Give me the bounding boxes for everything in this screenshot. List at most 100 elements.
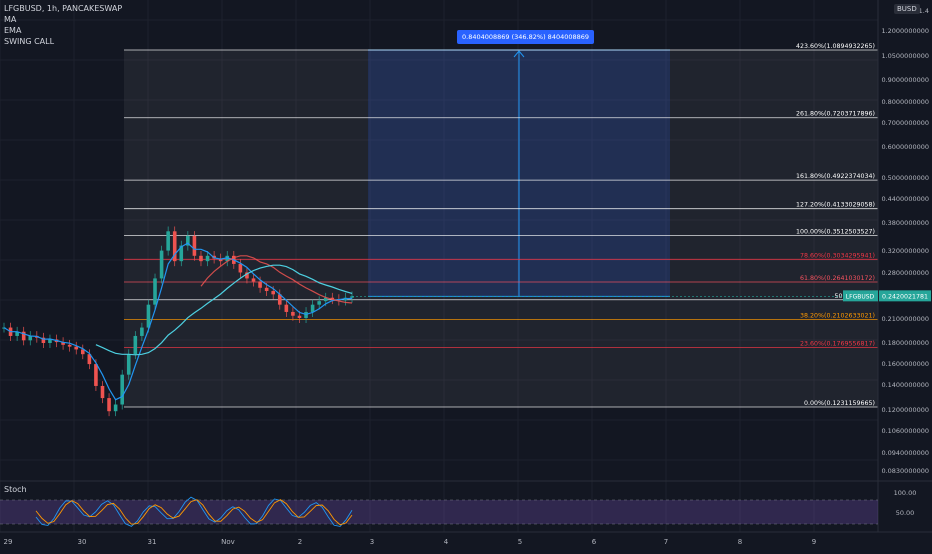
candle-body xyxy=(186,235,190,246)
symbol-badge: LFGBUSD xyxy=(846,293,875,300)
candle-body xyxy=(140,327,144,336)
candle-body xyxy=(297,315,302,319)
fib-level-label: 0.00%(0.1231159665) xyxy=(804,400,875,407)
candle-body xyxy=(245,272,249,279)
candle-body xyxy=(87,354,92,365)
price-axis-tick: 0.2800000000 xyxy=(881,269,929,277)
chart-legend: LFGBUSD, 1h, PANCAKESWAP MA EMA SWING CA… xyxy=(4,3,122,47)
time-axis-tick: 5 xyxy=(518,538,522,546)
candle-body xyxy=(107,398,111,412)
candle-body xyxy=(205,255,210,262)
candle-body xyxy=(80,349,85,355)
time-axis-tick: 7 xyxy=(664,538,668,546)
candle-body xyxy=(310,304,315,312)
fib-level-label: 100.00%(0.3512503527) xyxy=(796,228,875,235)
candle-body xyxy=(238,263,243,273)
candle-body xyxy=(67,344,72,347)
candle-body xyxy=(159,250,164,279)
candle-body xyxy=(172,231,177,262)
price-axis-tick: 0.4400000000 xyxy=(881,195,929,203)
candle-body xyxy=(133,335,138,355)
price-axis-tick: 0.3200000000 xyxy=(881,247,929,255)
candle-body xyxy=(15,331,19,336)
time-axis-tick: Nov xyxy=(221,538,235,546)
measure-tool-label: 0.8404008869 (346.82%) 8404008869 xyxy=(457,30,595,44)
fib-level-label: 23.60%(0.1769556817) xyxy=(800,341,875,348)
candle-body xyxy=(323,297,328,302)
measure-arrow-head xyxy=(513,50,525,58)
candle-body xyxy=(291,311,295,316)
stoch-d-line xyxy=(35,499,353,526)
time-axis-tick: 9 xyxy=(812,538,816,546)
candle-body xyxy=(199,255,203,262)
price-axis-tick: 0.9000000000 xyxy=(881,76,929,84)
current-price-badge-bg xyxy=(879,290,931,302)
price-axis-tick: 1.4 xyxy=(919,7,929,15)
candle-body xyxy=(179,245,184,262)
candle-body xyxy=(218,258,223,262)
candle-body xyxy=(61,342,65,345)
price-axis-tick: 0.1060000000 xyxy=(881,427,929,435)
price-axis-tick: 0.7000000000 xyxy=(881,119,929,127)
candle-body xyxy=(126,354,131,375)
candle-body xyxy=(146,304,151,328)
candle-body xyxy=(113,404,118,412)
candle-body xyxy=(284,304,289,312)
time-axis-tick: 8 xyxy=(738,538,742,546)
stoch-tick: 50.00 xyxy=(896,509,915,517)
current-price-badge: 0.2420021781 xyxy=(882,293,928,300)
price-axis-tick: 0.1800000000 xyxy=(881,339,929,347)
time-axis-tick: 29 xyxy=(4,538,13,546)
candle-body xyxy=(330,297,335,300)
candle-body xyxy=(48,339,52,343)
indicator-ema[interactable]: EMA xyxy=(4,26,22,35)
time-axis-tick: 2 xyxy=(298,538,302,546)
time-axis-tick: 31 xyxy=(148,538,157,546)
candle-body xyxy=(251,278,256,282)
fib-level-label: 38.20%(0.2102633021) xyxy=(800,312,875,319)
ma-line xyxy=(3,242,353,401)
fib-level-label: 261.80%(0.7203717896) xyxy=(796,111,875,118)
stoch-tick: 100.00 xyxy=(894,489,917,497)
currency-badge: BUSD xyxy=(894,4,920,14)
price-axis-tick: 1.0500000000 xyxy=(881,52,929,60)
slow-ma-line xyxy=(95,264,353,356)
price-axis-tick: 0.1400000000 xyxy=(881,381,929,389)
candle-body xyxy=(277,294,282,305)
candle-body xyxy=(264,287,269,292)
price-axis-tick: 0.0830000000 xyxy=(881,467,929,475)
indicator-swing-call[interactable]: SWING CALL xyxy=(4,37,55,46)
candle-body xyxy=(166,231,170,251)
candle-body xyxy=(28,335,33,341)
fib-level-label: 161.80%(0.4922374034) xyxy=(796,173,875,180)
fib-level-label: 127.20%(0.4133029058) xyxy=(796,202,875,209)
stoch-title: Stoch xyxy=(4,485,27,494)
price-axis-tick: 0.8000000000 xyxy=(881,98,929,106)
stoch-k-line xyxy=(35,496,353,527)
price-axis-tick: 0.1200000000 xyxy=(881,406,929,414)
fib-level-label: 423.60%(1.0894932265) xyxy=(796,43,875,50)
fib-level-label: 78.60%(0.3034295941) xyxy=(800,252,875,259)
price-axis-tick: 0.1600000000 xyxy=(881,360,929,368)
time-axis-tick: 4 xyxy=(444,538,449,546)
price-axis-tick: 0.2100000000 xyxy=(881,315,929,323)
candle-body xyxy=(74,346,79,350)
price-axis-tick: 0.0940000000 xyxy=(881,449,929,457)
candle-body xyxy=(41,337,46,343)
time-axis-tick: 3 xyxy=(370,538,374,546)
price-axis-tick: 0.5000000000 xyxy=(881,174,929,182)
candle-body xyxy=(350,296,354,298)
candle-body xyxy=(192,235,197,256)
time-axis-tick: 6 xyxy=(592,538,597,546)
fib-level-label: 61.80%(0.2641030172) xyxy=(800,275,875,282)
indicator-ma[interactable]: MA xyxy=(4,15,17,24)
price-axis-tick: 0.3800000000 xyxy=(881,219,929,227)
stoch-band xyxy=(0,500,878,524)
candle-body xyxy=(100,385,105,399)
price-axis-tick: 1.2000000000 xyxy=(881,27,929,35)
time-axis-tick: 30 xyxy=(78,538,87,546)
candle-body xyxy=(94,364,98,386)
ema-line xyxy=(200,255,353,304)
